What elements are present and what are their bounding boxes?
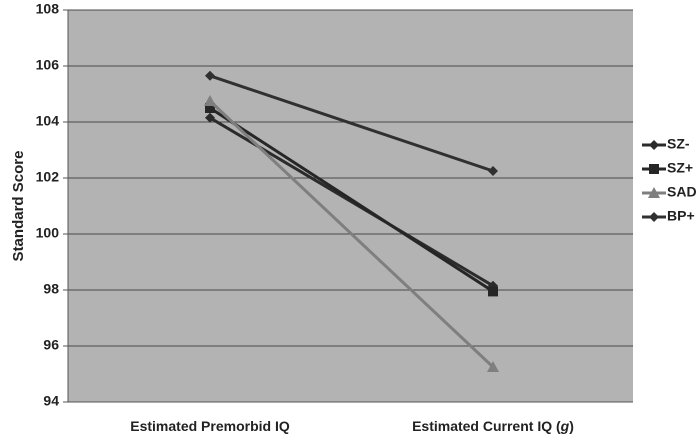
- y-tick-label: 94: [43, 393, 59, 409]
- data-point: [649, 164, 659, 174]
- data-point: [649, 212, 659, 222]
- legend-label: BP+: [667, 208, 695, 224]
- y-tick-label: 102: [36, 169, 60, 185]
- series-line: [208, 99, 495, 369]
- data-point: [204, 95, 216, 106]
- data-point: [488, 166, 498, 176]
- legend-item: SAD: [642, 184, 697, 200]
- y-tick-label: 104: [36, 113, 60, 129]
- legend-item: SZ+: [642, 160, 693, 176]
- series-line: [209, 74, 494, 173]
- y-tick-label: 98: [43, 281, 59, 297]
- data-point: [205, 70, 215, 81]
- data-point: [488, 286, 498, 297]
- y-tick-label: 106: [36, 57, 60, 73]
- legend: SZ- SZ+ SAD BP+: [642, 136, 697, 224]
- data-point: [205, 112, 215, 123]
- legend-label: SZ-: [667, 136, 690, 152]
- data-point: [487, 361, 499, 372]
- y-tick-label: 96: [43, 337, 59, 353]
- series-bp-: [205, 70, 498, 176]
- x-tick-label: Estimated Premorbid IQ: [130, 418, 290, 434]
- x-tick-labels: Estimated Premorbid IQ Estimated Current …: [130, 418, 574, 434]
- data-point: [649, 140, 659, 150]
- y-tick-labels: 94 96 98 100 102 104 106 108: [36, 1, 68, 409]
- series-line: [209, 106, 494, 293]
- legend-label: SAD: [667, 184, 697, 200]
- y-tick-label: 108: [36, 1, 60, 17]
- y-axis-title: Standard Score: [10, 151, 27, 262]
- series-group: [204, 70, 499, 372]
- series-sz-: [205, 103, 498, 297]
- data-point: [648, 187, 660, 198]
- legend-item: BP+: [642, 208, 695, 224]
- x-tick-label: Estimated Current IQ (g): [412, 418, 574, 434]
- y-tick-label: 100: [36, 225, 60, 241]
- plot-area: [68, 10, 633, 402]
- legend-label: SZ+: [667, 160, 693, 176]
- data-point: [205, 103, 215, 113]
- legend-item: SZ-: [642, 136, 690, 152]
- series-sad: [204, 95, 499, 372]
